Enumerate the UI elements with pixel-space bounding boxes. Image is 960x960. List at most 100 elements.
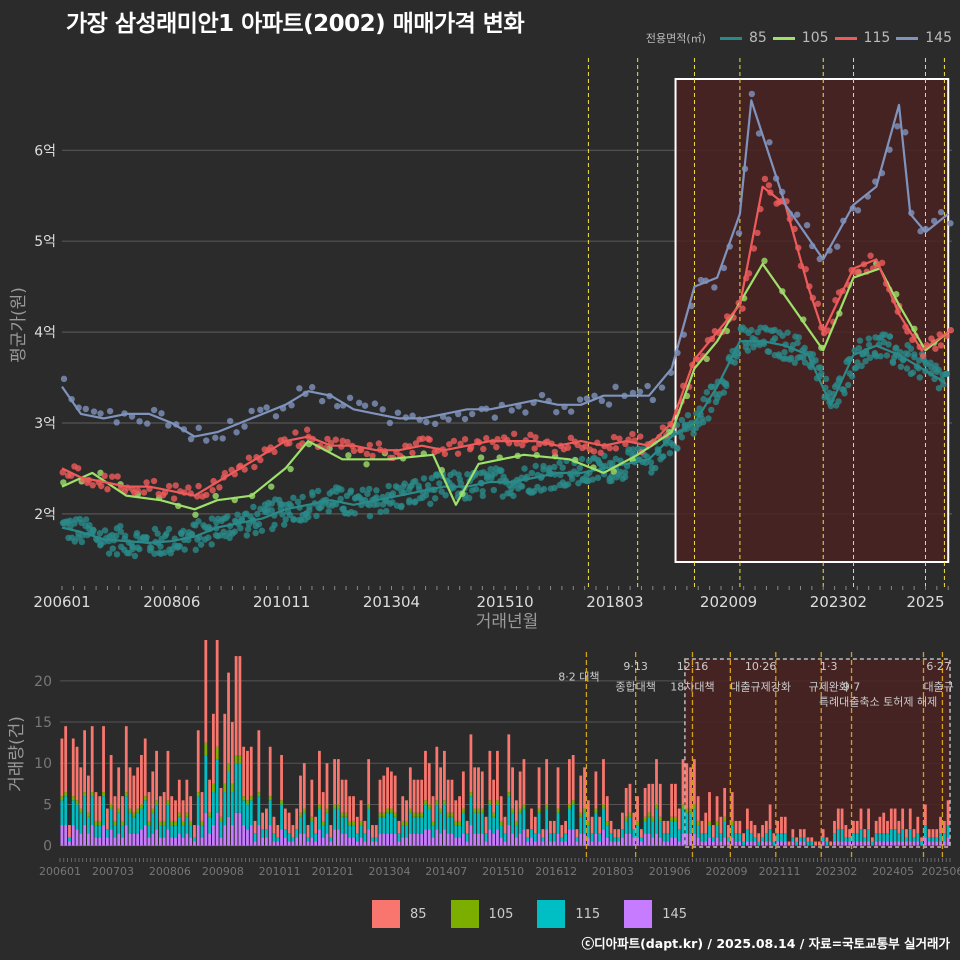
- volume-x-tick-label: 201612: [535, 865, 577, 878]
- data-point-85: [282, 516, 289, 523]
- bar-segment-85: [609, 820, 613, 834]
- bar-segment-145: [480, 833, 484, 846]
- data-point-85: [258, 527, 266, 534]
- bar-segment-115: [821, 837, 825, 842]
- data-point-85: [431, 495, 439, 502]
- bar-segment-145: [136, 833, 140, 846]
- data-point-115: [750, 245, 758, 252]
- bar-segment-145: [677, 841, 681, 846]
- data-point-115: [574, 441, 581, 449]
- policy-annotation: 특례대출축소 토허제 해제: [819, 694, 937, 708]
- bar-segment-115: [321, 825, 325, 838]
- bar-segment-145: [602, 829, 605, 846]
- data-point-145: [605, 401, 613, 408]
- bar-segment-105: [473, 808, 477, 813]
- bar-segment-115: [749, 833, 753, 842]
- data-point-85: [935, 366, 942, 374]
- data-point-85: [684, 411, 692, 419]
- data-point-115: [366, 441, 374, 449]
- data-point-105: [268, 483, 275, 490]
- bar-segment-145: [852, 841, 855, 846]
- data-point-85: [123, 549, 131, 557]
- bar-segment-85: [227, 672, 230, 764]
- data-point-85: [337, 495, 344, 503]
- bar-segment-105: [556, 808, 560, 813]
- data-point-85: [818, 370, 825, 377]
- bar-segment-85: [723, 787, 727, 817]
- bar-segment-115: [700, 833, 704, 842]
- bar-segment-105: [571, 800, 575, 805]
- bar-segment-145: [79, 833, 83, 846]
- bar-segment-145: [670, 837, 674, 846]
- bar-segment-115: [802, 837, 806, 842]
- data-point-85: [309, 491, 316, 499]
- bar-segment-105: [386, 808, 389, 813]
- bar-segment-145: [655, 833, 658, 846]
- data-point-115: [610, 433, 618, 441]
- data-point-85: [151, 550, 158, 557]
- bar-segment-85: [590, 816, 594, 834]
- data-point-85: [529, 489, 536, 496]
- data-point-145: [522, 409, 529, 416]
- bar-segment-85: [443, 750, 446, 801]
- bar-segment-105: [158, 820, 162, 826]
- bar-segment-105: [583, 808, 586, 813]
- data-point-85: [674, 445, 681, 452]
- data-point-115: [637, 433, 644, 440]
- bar-legend-label-105: 105: [488, 906, 514, 922]
- bar-segment-85: [196, 730, 200, 793]
- bar-segment-85: [507, 734, 511, 793]
- data-point-85: [734, 349, 742, 357]
- bar-segment-115: [405, 825, 408, 838]
- data-point-85: [78, 538, 86, 546]
- data-point-85: [157, 543, 164, 550]
- bar-segment-115: [155, 804, 158, 830]
- data-point-85: [237, 524, 244, 532]
- bar-segment-145: [158, 837, 162, 846]
- bar-segment-85: [628, 783, 632, 813]
- bar-segment-85: [208, 779, 211, 813]
- bar-segment-85: [79, 767, 83, 809]
- series-115-line: [61, 185, 949, 497]
- bar-segment-85: [83, 730, 87, 793]
- data-point-85: [883, 352, 891, 359]
- bar-segment-145: [87, 833, 90, 846]
- bar-segment-115: [238, 763, 242, 813]
- data-point-115: [450, 437, 458, 445]
- bar-segment-145: [708, 837, 711, 846]
- bar-segment-85: [503, 816, 507, 834]
- bar-segment-115: [836, 829, 840, 842]
- data-point-85: [703, 389, 711, 396]
- data-point-85: [424, 482, 432, 489]
- bar-segment-105: [333, 804, 336, 809]
- bar-segment-145: [253, 841, 257, 846]
- bar-segment-115: [318, 808, 321, 830]
- bar-segment-105: [647, 812, 651, 817]
- bar-segment-105: [128, 808, 132, 813]
- bar-segment-145: [246, 829, 249, 846]
- bar-segment-115: [882, 833, 886, 842]
- data-point-85: [487, 465, 494, 473]
- bar-segment-105: [518, 808, 522, 813]
- bar-segment-105: [492, 812, 496, 817]
- data-point-145: [187, 435, 195, 443]
- data-point-85: [491, 470, 499, 477]
- bar-segment-145: [912, 841, 916, 846]
- bar-segment-115: [189, 825, 193, 838]
- data-point-85: [889, 358, 896, 365]
- bar-segment-105: [405, 820, 408, 826]
- data-point-85: [559, 464, 566, 471]
- data-point-85: [705, 415, 712, 422]
- bar-segment-105: [628, 812, 632, 817]
- data-point-115: [597, 449, 604, 456]
- bar-segment-105: [567, 804, 571, 809]
- bar-segment-145: [518, 833, 522, 846]
- data-point-85: [863, 350, 870, 357]
- bar-segment-115: [200, 825, 204, 838]
- bar-segment-115: [98, 825, 102, 838]
- data-point-115: [419, 435, 426, 442]
- bar-segment-115: [215, 759, 219, 813]
- bar-segment-115: [844, 837, 848, 842]
- bar-segment-145: [355, 841, 359, 846]
- bar-segment-115: [465, 833, 469, 842]
